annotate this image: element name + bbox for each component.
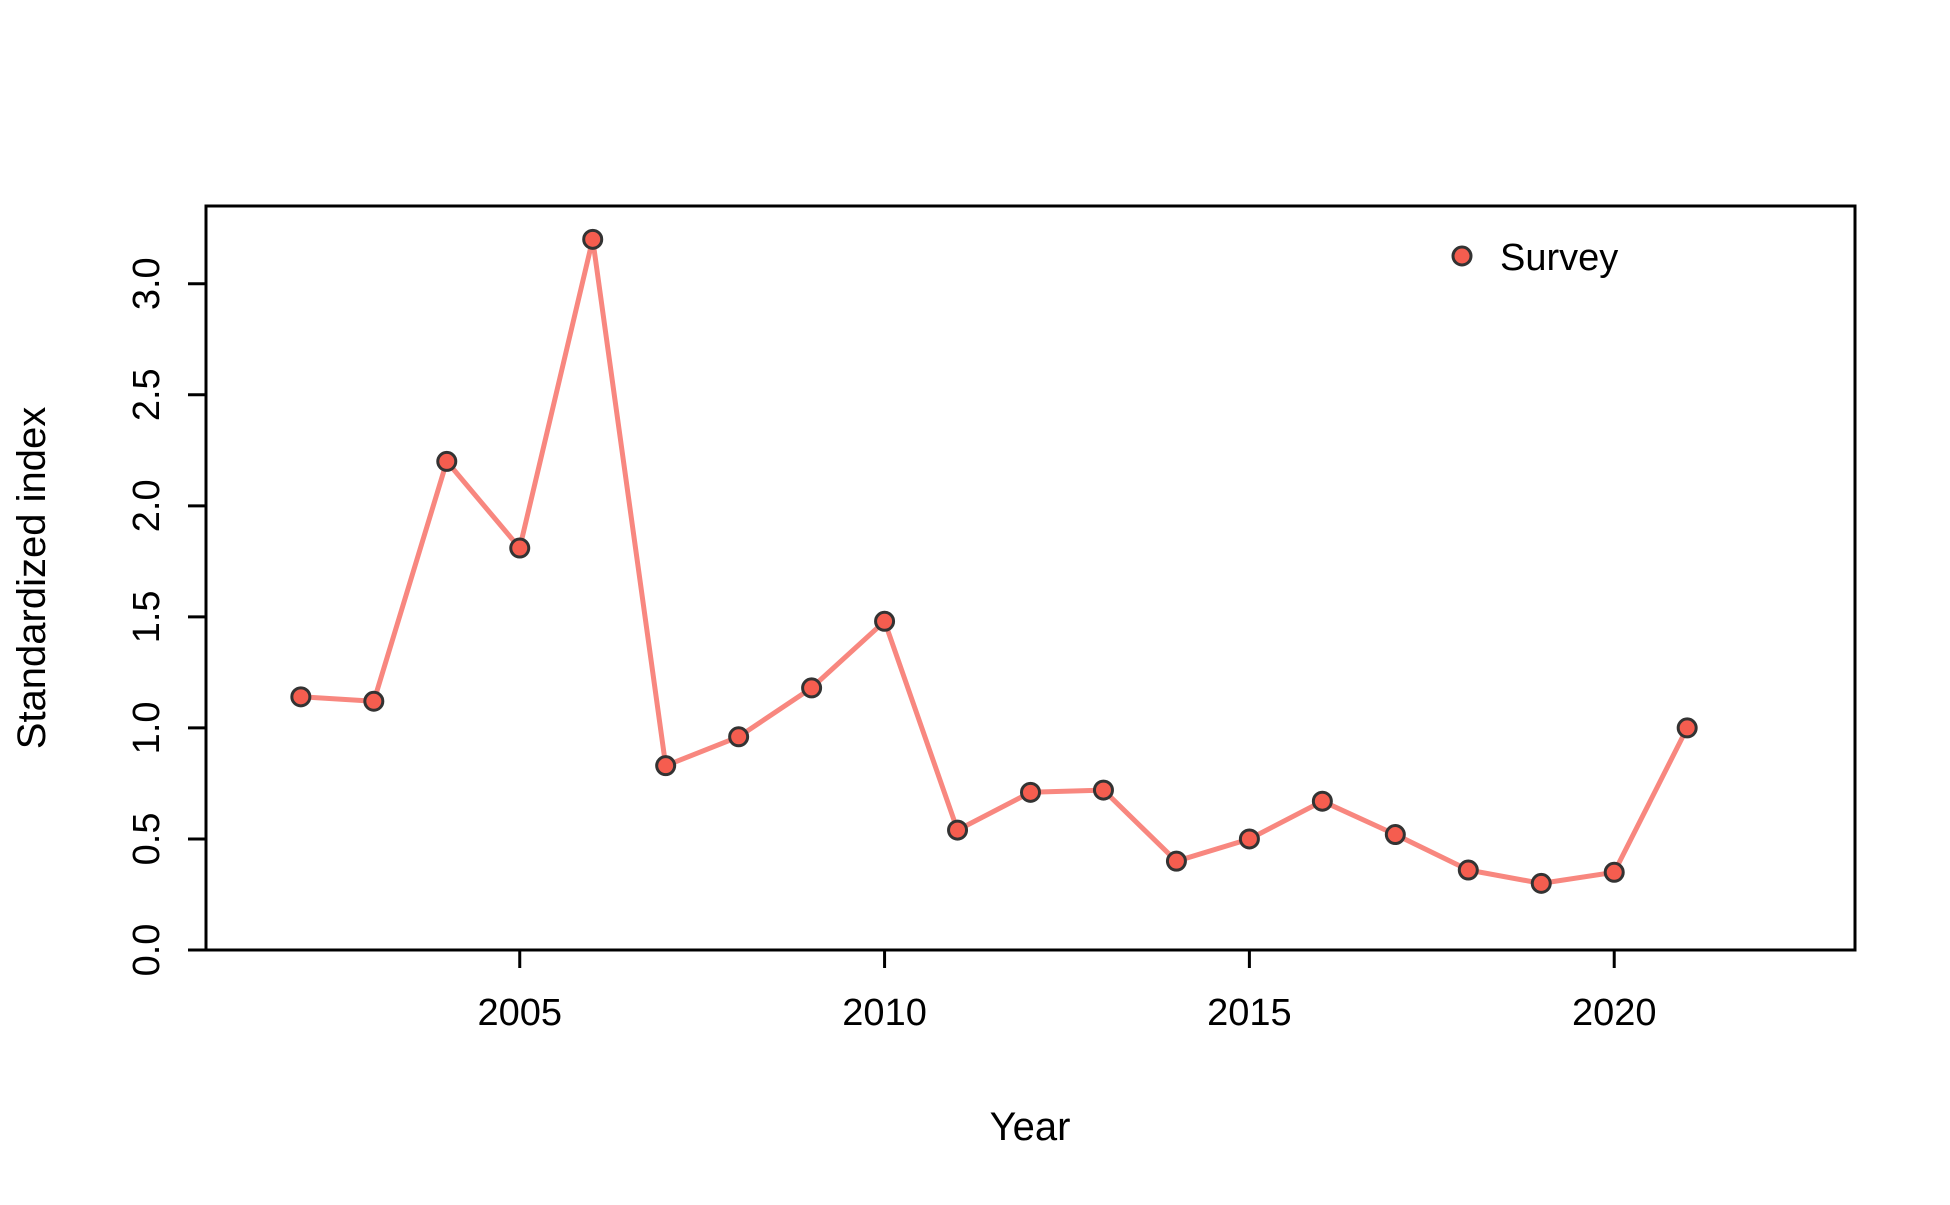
data-point: [1530, 872, 1552, 894]
data-point: [509, 537, 531, 559]
data-point: [801, 677, 823, 699]
data-point: [1603, 861, 1625, 883]
legend: Survey: [1451, 237, 1618, 279]
data-point: [1020, 781, 1041, 803]
data-point: [947, 819, 969, 841]
legend-marker: [1451, 245, 1473, 267]
data-point: [1165, 850, 1187, 872]
y-tick-label: 0.0: [126, 924, 168, 977]
data-point: [436, 450, 458, 472]
y-tick-label: 1.5: [126, 590, 168, 643]
y-tick-label: 3.0: [126, 257, 168, 310]
legend-label-survey: Survey: [1500, 237, 1618, 279]
data-point: [1311, 790, 1333, 812]
x-axis: 2005 2010 2015 2020: [477, 950, 1656, 1034]
x-axis-title: Year: [990, 1105, 1071, 1149]
plot-frame: [204, 204, 1857, 952]
y-tick-label: 0.5: [126, 813, 168, 866]
data-point: [1384, 824, 1406, 846]
data-point: [582, 228, 604, 250]
y-tick-label: 2.0: [126, 479, 168, 532]
data-point: [1676, 717, 1698, 739]
data-point: [655, 755, 677, 777]
x-tick-label: 2015: [1207, 992, 1292, 1034]
data-point: [363, 690, 385, 712]
series-line-survey: [300, 236, 1690, 886]
y-axis: 0.0 0.5 1.0 1.5 2.0 2.5 3.0: [126, 257, 206, 976]
data-point: [1457, 859, 1479, 881]
series-layer: [290, 228, 1698, 894]
data-point: [1238, 828, 1260, 850]
x-tick-label: 2010: [842, 992, 927, 1034]
y-axis-title: Standardized index: [10, 407, 54, 749]
y-tick-label: 1.0: [126, 701, 168, 754]
data-point: [290, 686, 312, 708]
data-point: [728, 726, 750, 748]
data-point: [874, 610, 896, 632]
y-tick-label: 2.5: [126, 368, 168, 421]
data-point: [1092, 779, 1114, 801]
x-tick-label: 2020: [1572, 992, 1657, 1034]
x-tick-label: 2005: [477, 992, 562, 1034]
